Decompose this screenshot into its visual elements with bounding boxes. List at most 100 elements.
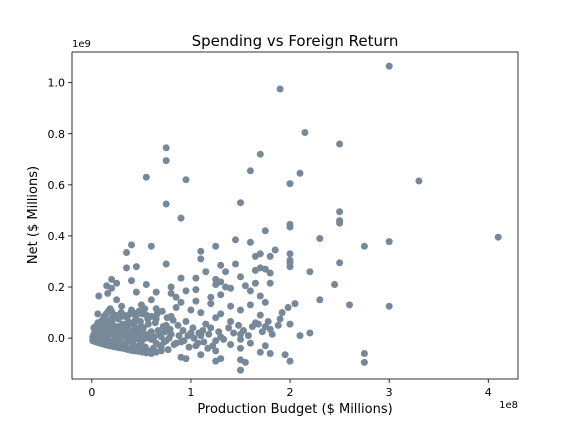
scatter-point-68	[192, 286, 200, 294]
scatter-point-274	[158, 307, 166, 315]
scatter-point-142	[197, 351, 205, 359]
scatter-point-47	[132, 263, 140, 271]
scatter-point-71	[152, 288, 160, 296]
scatter-point-32	[197, 247, 205, 255]
scatter-point-312	[115, 332, 123, 340]
scatter-point-340	[235, 321, 242, 329]
scatter-point-44	[232, 260, 239, 268]
scatter-point-74	[167, 289, 175, 297]
scatter-point-151	[237, 366, 244, 374]
scatter-point-11	[415, 177, 423, 185]
scatter-point-359	[192, 297, 200, 305]
scatter-point-318	[133, 332, 141, 340]
scatter-point-72	[132, 288, 140, 296]
scatter-point-258	[106, 305, 114, 313]
scatter-point-10	[182, 176, 190, 184]
x-tick-label-4: 4	[485, 386, 492, 399]
scatter-point-236	[151, 319, 159, 327]
scatter-point-33	[123, 249, 130, 256]
scatter-point-228	[133, 325, 141, 333]
x-offset-label: 1e8	[499, 400, 518, 411]
scatter-point-344	[254, 320, 262, 328]
scatter-point-26	[246, 238, 254, 246]
scatter-point-85	[346, 301, 353, 309]
scatter-point-80	[147, 296, 155, 304]
scatter-point-243	[169, 316, 177, 324]
scatter-point-138	[360, 350, 368, 357]
scatter-point-246	[184, 332, 192, 340]
scatter-point-328	[175, 332, 183, 340]
scatter-point-141	[281, 351, 289, 359]
scatter-point-25	[385, 238, 393, 246]
scatter-point-343	[248, 323, 256, 331]
scatter-point-16	[177, 214, 185, 222]
scatter-point-272	[147, 312, 155, 320]
scatter-point-319	[136, 337, 144, 345]
scatter-point-0	[385, 62, 393, 70]
scatter-point-356	[331, 281, 339, 288]
scatter-point-59	[251, 279, 259, 287]
scatter-point-242	[166, 325, 174, 333]
plot-frame	[71, 51, 519, 380]
scatter-point-57	[128, 277, 135, 285]
scatter-point-14	[162, 200, 170, 208]
scatter-point-113	[286, 320, 294, 328]
scatter-point-91	[172, 304, 180, 311]
scatter-point-24	[232, 236, 239, 244]
scatter-point-1	[276, 85, 284, 93]
y-tick-label-1: 0.2	[48, 281, 66, 294]
scatter-point-73	[104, 289, 112, 297]
scatter-point-349	[278, 309, 286, 317]
scatter-point-28	[360, 242, 368, 250]
y-axis: 0.0 0.2 0.4 0.6 0.8 1.0	[48, 77, 72, 345]
scatter-point-69	[182, 287, 190, 295]
scatter-point-350	[284, 304, 292, 311]
scatter-point-61	[212, 281, 220, 288]
scatter-point-77	[256, 292, 264, 300]
scatter-point-270	[141, 305, 149, 313]
scatter-point-334	[205, 330, 213, 338]
scatter-point-275	[163, 314, 171, 322]
scatter-point-42	[162, 260, 170, 268]
scatter-point-147	[212, 357, 220, 365]
scatter-point-353	[202, 268, 210, 276]
scatter-point-134	[261, 342, 269, 350]
scatter-point-248	[194, 339, 202, 347]
scatter-point-352	[222, 283, 230, 291]
scatter-point-90	[118, 302, 126, 310]
scatter-point-100	[256, 311, 264, 319]
scatter-point-63	[113, 279, 121, 287]
y-offset-label: 1e9	[72, 39, 91, 50]
scatter-point-9	[142, 173, 150, 181]
scatter-point-339	[230, 329, 238, 337]
scatter-point-76	[95, 292, 103, 300]
scatter-point-112	[202, 320, 210, 328]
scatter-point-81	[113, 296, 121, 304]
scatter-point-324	[155, 329, 163, 337]
y-tick-label-2: 0.4	[48, 230, 66, 243]
scatter-point-136	[237, 344, 244, 352]
scatter-point-87	[246, 301, 254, 309]
scatter-point-13	[237, 199, 244, 207]
scatter-point-49	[261, 265, 269, 273]
scatter-point-241	[164, 346, 172, 354]
scatter-point-29	[147, 242, 155, 250]
scatter-point-98	[217, 310, 225, 318]
scatter-point-325	[160, 338, 168, 346]
scatter-point-78	[207, 293, 215, 301]
scatter-point-4	[162, 144, 170, 152]
scatter-point-109	[227, 318, 235, 325]
scatter-point-41	[336, 259, 344, 267]
scatter-point-330	[185, 343, 193, 351]
scatter-point-230	[136, 318, 144, 325]
scatter-point-7	[246, 167, 254, 175]
scatter-point-3	[336, 140, 344, 148]
scatter-point-337	[220, 335, 228, 343]
scatter-point-66	[108, 284, 116, 292]
scatter-point-149	[241, 358, 249, 366]
scatter-point-34	[286, 250, 294, 258]
scatter-point-50	[251, 266, 259, 274]
scatter-point-354	[177, 274, 185, 282]
scatter-point-326	[165, 334, 173, 342]
scatter-point-92	[152, 305, 160, 313]
